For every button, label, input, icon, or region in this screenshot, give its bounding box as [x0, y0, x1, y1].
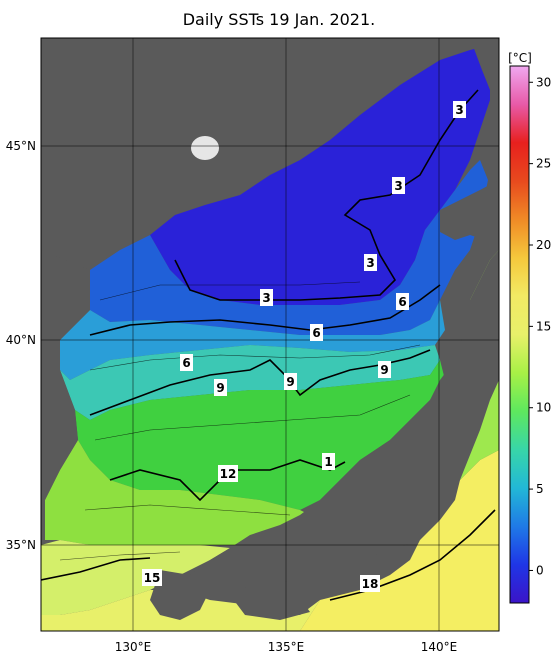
iso-label-1: 1 — [322, 453, 335, 470]
lon-label-130: 130°E — [115, 640, 152, 654]
svg-text:3: 3 — [262, 291, 270, 305]
svg-text:6: 6 — [398, 295, 406, 309]
colorbar-label-5: 5 — [536, 482, 544, 496]
iso-label-9b: 9 — [284, 373, 297, 390]
iso-label-9a: 9 — [378, 361, 391, 378]
iso-label-18: 18 — [360, 575, 380, 592]
lat-label-45: 45°N — [6, 139, 36, 153]
sea-region-deep-cold — [150, 45, 490, 305]
map-border — [40, 37, 500, 632]
iso-label-3b: 3 — [392, 177, 405, 194]
sea-region-yellow-green — [41, 540, 230, 615]
land-sakhalin — [470, 38, 499, 110]
iso-label-3c: 3 — [364, 254, 377, 271]
svg-text:3: 3 — [394, 179, 402, 193]
land-shikoku — [230, 592, 310, 620]
isotherm-labels: 3 3 3 3 6 6 6 9 9 9 12 1 15 18 — [142, 101, 466, 592]
iso-label-6c: 6 — [180, 354, 193, 371]
lake-khanka — [191, 136, 219, 160]
iso-label-6a: 6 — [396, 293, 409, 310]
iso-label-9c: 9 — [214, 379, 227, 396]
svg-text:18: 18 — [362, 577, 379, 591]
colorbar-ticks: 30 25 20 15 10 5 0 — [529, 75, 551, 577]
svg-text:6: 6 — [182, 356, 190, 370]
colorbar-unit: [°C] — [508, 51, 532, 65]
sea-region-cold — [90, 160, 488, 335]
svg-text:9: 9 — [380, 363, 388, 377]
land-hokkaido — [440, 180, 499, 250]
sea-region-light-green — [45, 440, 320, 545]
lat-label-35: 35°N — [6, 538, 36, 552]
iso-label-3a: 3 — [453, 101, 466, 118]
colorbar: [°C] 30 25 20 15 10 5 0 — [508, 51, 551, 604]
colorbar-label-10: 10 — [536, 401, 551, 415]
isotherm-15 — [41, 557, 151, 581]
sea-region-cyan — [60, 345, 440, 420]
lat-label-40: 40°N — [6, 333, 36, 347]
colorbar-label-20: 20 — [536, 238, 551, 252]
svg-text:9: 9 — [286, 375, 294, 389]
sea-region-green — [75, 360, 445, 510]
longitude-labels: 130°E 135°E 140°E — [115, 640, 458, 654]
iso-label-6b: 6 — [310, 324, 323, 341]
lon-label-135: 135°E — [268, 640, 305, 654]
svg-text:3: 3 — [455, 103, 463, 117]
iso-label-15: 15 — [142, 569, 162, 586]
latitude-labels: 45°N 40°N 35°N — [6, 139, 36, 552]
iso-label-3d: 3 — [260, 289, 273, 306]
lon-label-140: 140°E — [421, 640, 458, 654]
land-kyushu — [150, 570, 210, 620]
graticule — [41, 38, 499, 631]
isotherm-minor-lines — [59, 281, 421, 561]
svg-text:9: 9 — [216, 381, 224, 395]
svg-text:12: 12 — [220, 467, 237, 481]
colorbar-label-15: 15 — [536, 319, 551, 333]
svg-text:1: 1 — [324, 455, 332, 469]
map-title: Daily SSTs 19 Jan. 2021. — [182, 10, 376, 29]
isotherm-3 — [174, 89, 479, 301]
colorbar-bar — [509, 65, 530, 604]
land-honshu — [190, 250, 499, 590]
svg-text:3: 3 — [366, 256, 374, 270]
land-korea — [41, 250, 90, 520]
map-area — [41, 38, 499, 631]
colorbar-label-30: 30 — [536, 75, 551, 89]
colorbar-label-0: 0 — [536, 563, 544, 577]
svg-text:6: 6 — [312, 326, 320, 340]
iso-label-12: 12 — [218, 465, 238, 482]
colorbar-label-25: 25 — [536, 157, 551, 171]
svg-text:15: 15 — [144, 571, 161, 585]
